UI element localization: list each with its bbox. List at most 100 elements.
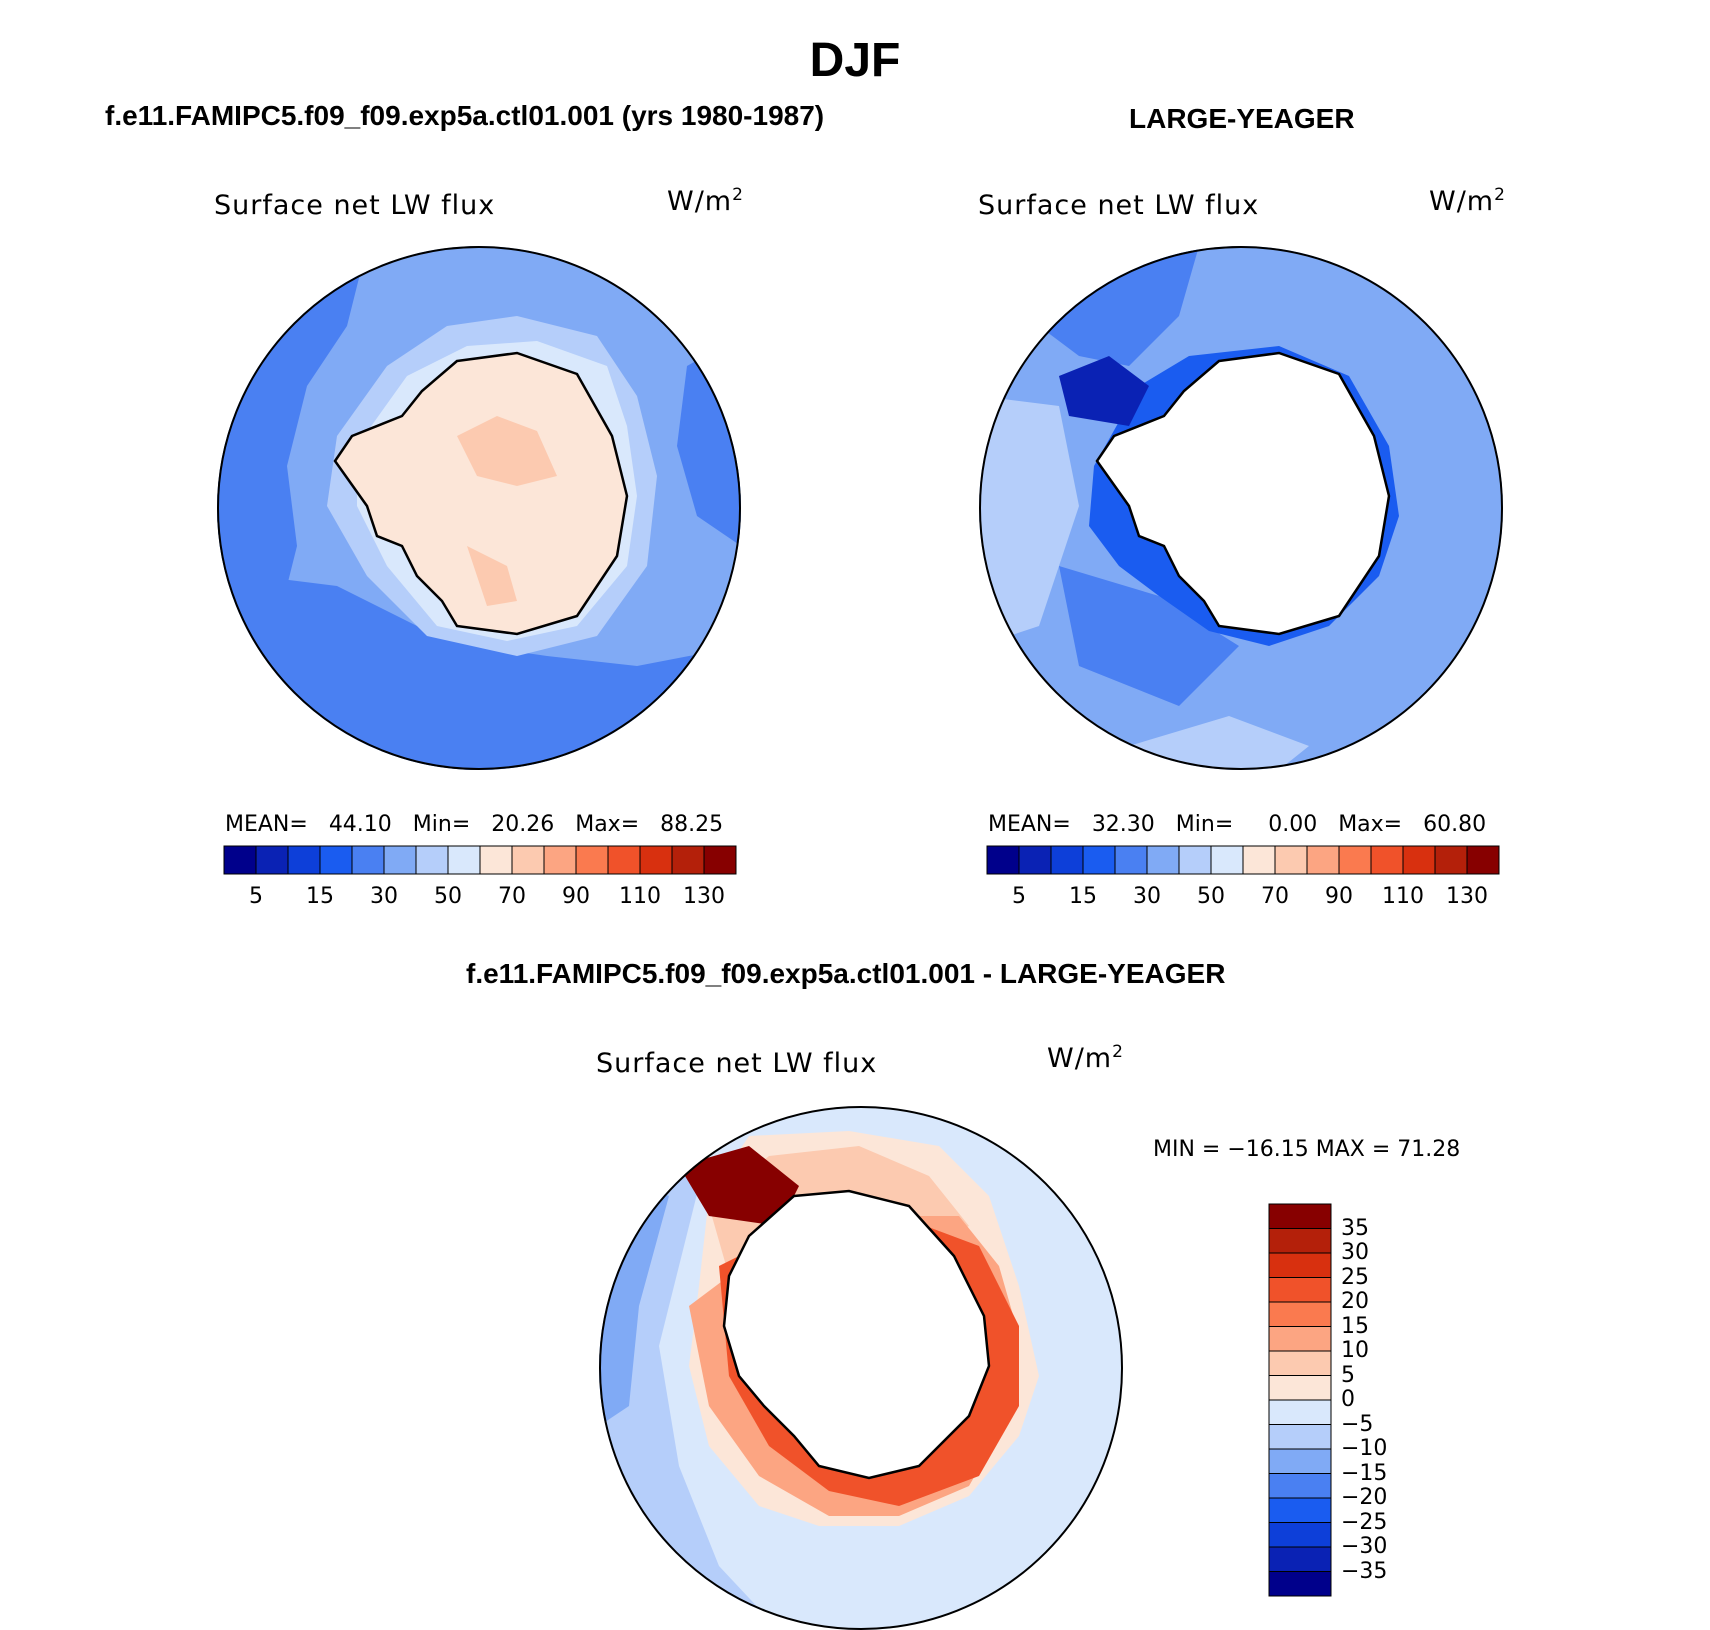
top-right-colorbar-tick-label: 130 [1446, 884, 1488, 909]
bottom-colorbar-tick-label: 20 [1341, 1289, 1369, 1314]
bottom-colorbar-swatch [1268, 1448, 1332, 1474]
top-left-colorbar-swatch [287, 845, 321, 875]
bottom-units: W/m2 [1047, 1042, 1124, 1074]
top-right-colorbar-swatch [1338, 845, 1372, 875]
antarctica-warm [333, 351, 629, 636]
bottom-colorbar-swatch [1268, 1326, 1332, 1352]
top-left-colorbar-swatch [415, 845, 449, 875]
top-right-colorbar-tick-label: 30 [1133, 884, 1161, 909]
figure-title: DJF [809, 34, 901, 87]
top-right-colorbar-swatch [1466, 845, 1500, 875]
top-left-colorbar-tick-label: 130 [683, 884, 725, 909]
top-right-colorbar-tick-label: 15 [1069, 884, 1097, 909]
top-right-colorbar-swatch [1306, 845, 1340, 875]
bottom-case-title: f.e11.FAMIPC5.f09_f09.exp5a.ctl01.001 - … [466, 958, 1226, 989]
top-right-stats: MEAN= 32.30 Min= 0.00 Max= 60.80 [988, 812, 1487, 837]
top-left-colorbar-swatch [479, 845, 513, 875]
top-right-colorbar-swatch [1434, 845, 1468, 875]
top-right-polar-map [979, 246, 1503, 770]
top-left-colorbar-swatch [383, 845, 417, 875]
top-left-colorbar-tick-label: 70 [498, 884, 526, 909]
top-left-colorbar-swatch [351, 845, 385, 875]
bottom-colorbar-swatch [1268, 1277, 1332, 1303]
bottom-colorbar-swatch [1268, 1228, 1332, 1254]
bottom-colorbar-swatch [1268, 1571, 1332, 1597]
top-left-colorbar-swatch [607, 845, 641, 875]
top-right-colorbar-tick-label: 50 [1197, 884, 1225, 909]
antarctica-warm-patches [457, 416, 557, 606]
top-left-colorbar-tick-label: 15 [306, 884, 334, 909]
top-right-colorbar-tick-label: 70 [1261, 884, 1289, 909]
top-left-colorbar-swatch [447, 845, 481, 875]
ocean-light-region-west [979, 396, 1079, 646]
top-left-colorbar-swatch [703, 845, 737, 875]
bottom-colorbar-swatch [1268, 1546, 1332, 1572]
ocean-deep-region-south [1059, 566, 1239, 706]
top-left-colorbar-swatch [319, 845, 353, 875]
top-left-colorbar-swatch [575, 845, 609, 875]
bottom-colorbar-swatch [1268, 1350, 1332, 1376]
bottom-colorbar [1268, 1203, 1332, 1597]
bottom-colorbar-tick-label: −30 [1341, 1534, 1388, 1559]
bottom-colorbar-tick-label: −5 [1341, 1411, 1374, 1437]
top-right-colorbar-swatch [1146, 845, 1180, 875]
top-left-colorbar-swatch [511, 845, 545, 875]
bottom-colorbar-swatch [1268, 1203, 1332, 1229]
bottom-colorbar-swatch [1268, 1252, 1332, 1278]
bottom-colorbar-tick-label: −15 [1341, 1460, 1388, 1486]
top-left-colorbar-swatch [255, 845, 289, 875]
top-left-variable-label: Surface net LW flux [214, 190, 496, 221]
top-right-colorbar [986, 845, 1500, 875]
top-right-colorbar-tick-label: 90 [1325, 884, 1353, 909]
top-right-colorbar-swatch [1274, 845, 1308, 875]
bottom-variable-label: Surface net LW flux [596, 1048, 878, 1079]
bottom-colorbar-swatch [1268, 1424, 1332, 1450]
top-left-colorbar [223, 845, 737, 875]
top-right-colorbar-swatch [1018, 845, 1052, 875]
bottom-colorbar-tick-label: −35 [1341, 1558, 1388, 1584]
top-right-colorbar-tick-label: 110 [1382, 884, 1424, 909]
top-left-colorbar-tick-label: 110 [619, 884, 661, 909]
antarctica-white [722, 1189, 991, 1480]
bottom-colorbar-swatch [1268, 1375, 1332, 1401]
top-right-units: W/m2 [1429, 185, 1506, 217]
antarctica-white [1095, 351, 1391, 636]
bottom-colorbar-tick-label: 15 [1341, 1313, 1369, 1339]
top-right-colorbar-swatch [1402, 845, 1436, 875]
top-left-colorbar-swatch [223, 845, 257, 875]
top-right-colorbar-swatch [1242, 845, 1276, 875]
top-left-stats: MEAN= 44.10 Min= 20.26 Max= 88.25 [225, 812, 724, 837]
top-right-colorbar-swatch [1210, 845, 1244, 875]
top-left-polar-map [217, 246, 741, 770]
top-right-colorbar-swatch [1082, 845, 1116, 875]
bottom-colorbar-tick-label: 10 [1341, 1338, 1369, 1363]
ocean-light-region-south [1129, 716, 1309, 770]
top-right-colorbar-swatch [1370, 845, 1404, 875]
bottom-colorbar-tick-label: −10 [1341, 1436, 1388, 1461]
bottom-minmax: MIN = −16.15 MAX = 71.28 [1153, 1137, 1461, 1162]
bottom-colorbar-tick-label: 0 [1341, 1387, 1355, 1412]
bottom-colorbar-tick-label: 25 [1341, 1264, 1369, 1290]
top-right-colorbar-swatch [1178, 845, 1212, 875]
bottom-colorbar-tick-label: −20 [1341, 1485, 1388, 1510]
top-left-case-title: f.e11.FAMIPC5.f09_f09.exp5a.ctl01.001 (y… [105, 100, 825, 131]
bottom-colorbar-swatch [1268, 1473, 1332, 1499]
bottom-polar-map [599, 1106, 1123, 1630]
bottom-colorbar-swatch [1268, 1497, 1332, 1523]
top-left-colorbar-tick-label: 30 [370, 884, 398, 909]
top-left-units: W/m2 [667, 185, 744, 217]
top-right-colorbar-swatch [1050, 845, 1084, 875]
top-left-colorbar-swatch [639, 845, 673, 875]
bottom-colorbar-swatch [1268, 1301, 1332, 1327]
top-left-colorbar-tick-label: 50 [434, 884, 462, 909]
positive-hot-patch [679, 1146, 799, 1226]
ocean-deep-band-south [217, 576, 741, 770]
top-right-case-title: LARGE-YEAGER [1129, 103, 1355, 134]
bottom-colorbar-swatch [1268, 1522, 1332, 1548]
top-right-colorbar-tick-label: 5 [1012, 884, 1026, 909]
bottom-colorbar-tick-label: 30 [1341, 1240, 1369, 1265]
top-left-colorbar-tick-label: 90 [562, 884, 590, 909]
top-right-variable-label: Surface net LW flux [978, 190, 1260, 221]
bottom-colorbar-tick-label: 35 [1341, 1215, 1369, 1241]
top-left-colorbar-swatch [543, 845, 577, 875]
